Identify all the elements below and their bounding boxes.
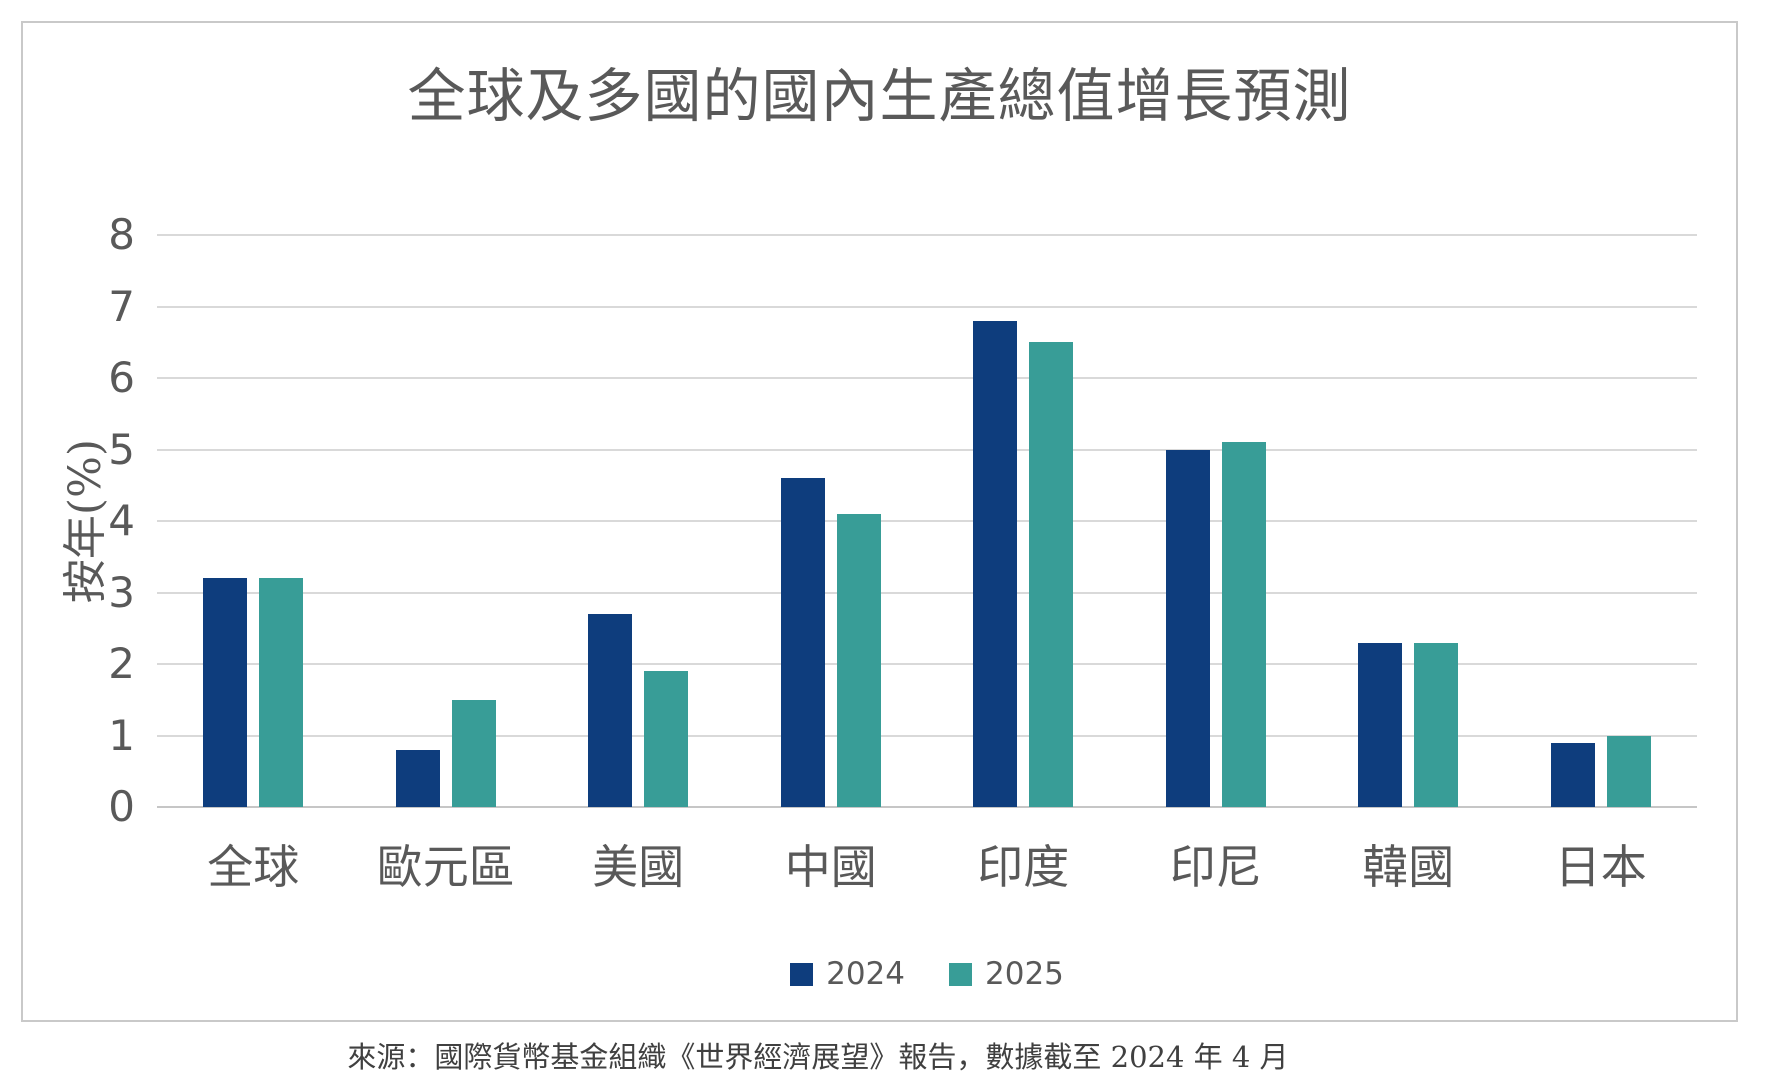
x-category-label-7: 日本	[1554, 840, 1647, 894]
bar-2024-category-1	[395, 749, 440, 807]
bar-2025-category-4	[1029, 342, 1074, 807]
legend-swatch-2025	[949, 962, 972, 986]
x-category-label-6: 韓國	[1362, 840, 1455, 894]
bar-2025-category-7	[1606, 735, 1651, 807]
gridline-y4	[157, 520, 1697, 522]
bar-2024-category-5	[1165, 449, 1210, 807]
bar-2025-category-3	[836, 513, 881, 807]
source-note: 來源：國際貨幣基金組織《世界經濟展望》報告，數據截至 2024 年 4 月	[347, 1040, 1289, 1074]
legend-item-2025: 2025	[949, 955, 1064, 992]
gridline-y1	[157, 734, 1697, 737]
y-tick-label-8: 8	[108, 210, 135, 259]
gridline-y5	[157, 448, 1697, 451]
bar-2024-category-4	[973, 320, 1018, 807]
gridline-y0	[157, 806, 1697, 808]
gridline-y7	[157, 305, 1697, 308]
bar-2024-category-0	[203, 578, 248, 807]
y-tick-label-5: 5	[108, 424, 135, 474]
y-tick-label-2: 2	[108, 639, 135, 688]
y-tick-label-1: 1	[108, 710, 135, 760]
x-category-label-0: 全球	[207, 840, 300, 894]
y-tick-label-3: 3	[108, 567, 135, 617]
gridline-y2	[157, 663, 1697, 665]
gridline-y8	[157, 234, 1697, 236]
y-tick-label-7: 7	[108, 281, 135, 331]
y-tick-label-0: 0	[108, 782, 135, 831]
bar-2025-category-0	[259, 578, 304, 807]
bar-2025-category-5	[1221, 442, 1266, 807]
bar-2024-category-7	[1550, 742, 1595, 807]
bar-2025-category-2	[644, 671, 689, 807]
bar-2024-category-2	[588, 613, 633, 807]
x-category-label-1: 歐元區	[376, 840, 515, 894]
x-category-label-2: 美國	[592, 840, 685, 894]
legend-item-2024: 2024	[790, 955, 905, 992]
legend-swatch-2024	[790, 962, 814, 986]
x-category-label-3: 中國	[784, 840, 877, 894]
chart-title: 全球及多國的國內生產總值增長預測	[407, 62, 1352, 130]
y-tick-label-4: 4	[108, 496, 135, 545]
legend-label-2025: 2025	[985, 955, 1064, 992]
bar-2025-category-6	[1414, 642, 1459, 807]
legend-label-2024: 2024	[826, 955, 905, 992]
bar-2024-category-6	[1358, 642, 1403, 807]
gridline-y6	[157, 377, 1697, 379]
y-tick-label-6: 6	[108, 353, 135, 402]
plot-area	[157, 234, 1697, 808]
bar-2024-category-3	[780, 478, 825, 807]
x-category-label-5: 印尼	[1169, 840, 1262, 894]
x-axis-category-labels: 全球 歐元區 美國 中國 印度 印尼 韓國 日本	[157, 831, 1697, 895]
gridline-y3	[157, 591, 1697, 594]
legend: 2024 2025	[157, 951, 1697, 997]
bar-2025-category-1	[451, 699, 496, 807]
x-category-label-4: 印度	[977, 840, 1070, 894]
